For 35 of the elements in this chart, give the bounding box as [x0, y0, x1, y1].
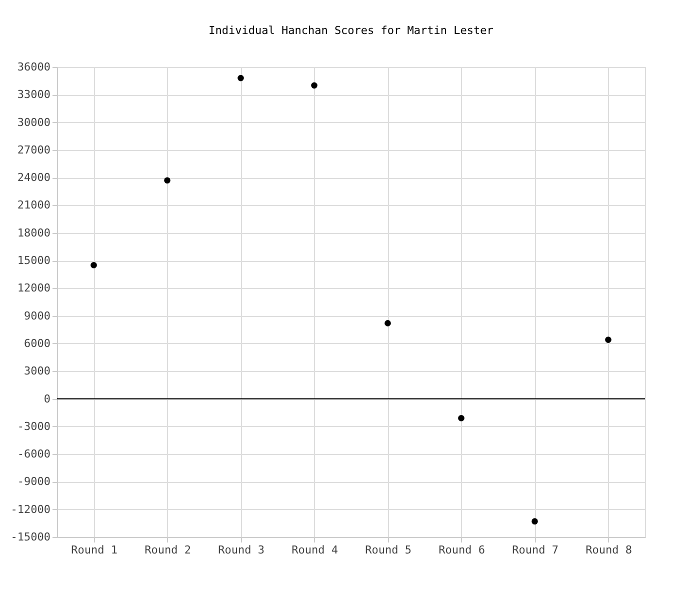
point	[532, 518, 538, 524]
y-tick-label: 33000	[17, 88, 50, 102]
y-tick-label: -9000	[17, 475, 50, 488]
point	[605, 336, 612, 343]
x-tick-label: Round 6	[438, 544, 485, 556]
x-tick-label: Round 3	[218, 544, 264, 556]
y-tick-label: 21000	[17, 198, 50, 212]
x-tick-label: Round 7	[512, 544, 558, 556]
x-tick-label: Round 2	[144, 544, 191, 556]
y-tick-label: 0	[44, 392, 50, 406]
x-tick-label: Round 4	[292, 544, 338, 556]
y-tick-label: -6000	[17, 448, 50, 461]
y-tick-label: 30000	[17, 116, 50, 129]
y-tick-label: -12000	[10, 502, 50, 516]
y-tick-label: 6000	[24, 336, 50, 350]
y-tick-label: 36000	[17, 60, 50, 74]
point	[238, 74, 244, 82]
x-tick-label: Round 5	[365, 544, 412, 556]
y-tick-label: 24000	[17, 171, 50, 184]
x-tick-label: Round 8	[586, 544, 632, 556]
point	[384, 320, 391, 326]
point	[458, 414, 464, 422]
y-tick-label: 18000	[17, 226, 50, 240]
y-tick-label: -15000	[10, 530, 50, 544]
chart-title: Individual Hanchan Scores for Martin Lester	[208, 24, 494, 37]
y-tick-label: 9000	[24, 309, 50, 322]
point	[90, 262, 97, 268]
y-tick-label: 3000	[24, 364, 50, 378]
y-tick-label: 27000	[17, 143, 50, 156]
point	[311, 82, 318, 89]
y-tick-label: 12000	[17, 282, 50, 295]
x-tick-label: Round 1	[71, 544, 118, 556]
y-tick-label: 15000	[17, 254, 50, 268]
y-tick-label: -3000	[17, 420, 50, 433]
point	[164, 177, 170, 184]
